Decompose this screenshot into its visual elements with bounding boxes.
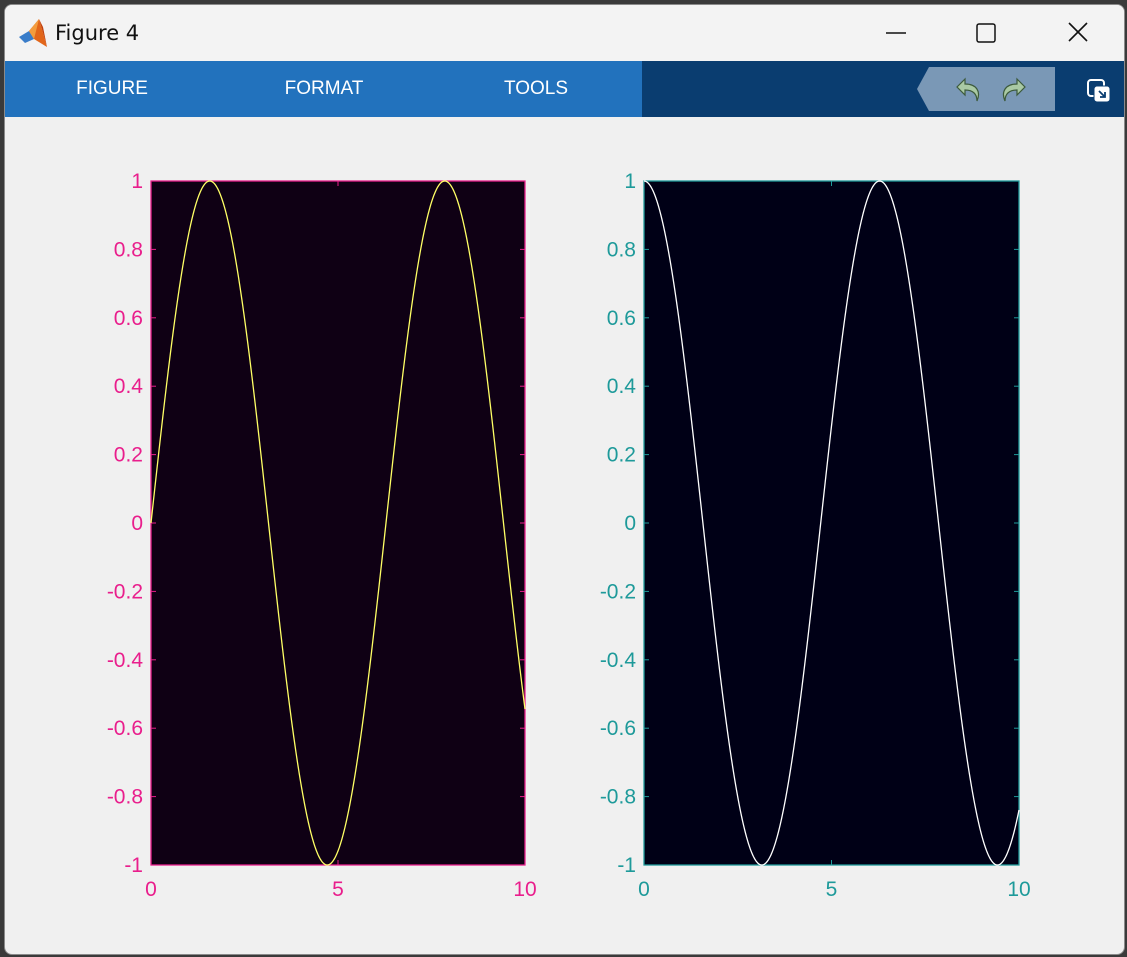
y-tick-label: -1 [124,854,143,877]
axes-left[interactable]: -1-0.8-0.6-0.4-0.200.20.40.60.810 5 10 [107,170,537,901]
tab-format[interactable]: FORMAT [284,78,364,99]
window-title: Figure 4 [55,21,140,45]
y-tick-label: -0.2 [600,580,636,603]
y-tick-label: 0 [624,512,636,535]
y-tick-label: -1 [617,854,636,877]
close-button[interactable] [1032,5,1124,61]
y-tick-label: 0 [131,512,143,535]
figure-canvas: -1-0.8-0.6-0.4-0.200.20.40.60.810 5 10-1-0… [107,170,1031,901]
y-tick-label: -0.4 [107,649,144,672]
y-tick-label: 0.8 [114,238,143,261]
undo-icon[interactable] [956,77,980,102]
figure-window: Figure 4 FIGURE FORMAT TOOLS [4,4,1125,955]
y-tick-label: -0.8 [107,786,143,809]
x-tick-label: 0 [145,878,157,901]
y-tick-label: -0.4 [600,649,637,672]
axes-background [150,180,526,866]
undo-redo-group [917,67,1055,111]
x-tick-label: 5 [332,878,344,901]
y-tick-label: 0.4 [607,375,637,398]
y-tick-label: -0.2 [107,580,143,603]
y-tick-label: 0.8 [607,238,636,261]
toolstrip: FIGURE FORMAT TOOLS [5,61,1124,117]
redo-icon[interactable] [1002,77,1026,102]
series-line-0 [150,180,526,866]
y-tick-label: -0.6 [600,717,636,740]
matlab-logo-icon [19,19,47,47]
tab-figure[interactable]: FIGURE [76,78,148,99]
y-tick-label: 0.6 [607,307,636,330]
y-tick-label: 0.2 [114,444,143,467]
minimize-button[interactable] [850,5,942,61]
tab-tools[interactable]: TOOLS [503,78,569,99]
maximize-icon [976,23,996,43]
y-tick-label: 0.6 [114,307,143,330]
x-tick-label: 0 [638,878,650,901]
axes-background [643,180,1020,866]
y-tick-label: -0.6 [107,717,143,740]
title-bar[interactable]: Figure 4 [5,5,1124,61]
maximize-button[interactable] [940,5,1032,61]
minimize-icon [886,32,906,34]
x-tick-label: 5 [826,878,838,901]
axes-right[interactable]: -1-0.8-0.6-0.4-0.200.20.40.60.810 5 10 [600,170,1031,901]
y-tick-label: 1 [624,170,636,193]
y-tick-label: 0.2 [607,444,636,467]
toolstrip-tabs: FIGURE FORMAT TOOLS [5,61,642,117]
x-tick-label: 10 [513,878,536,901]
x-tick-label: 10 [1007,878,1030,901]
y-tick-label: 1 [131,170,143,193]
undock-icon[interactable] [1085,77,1113,105]
plot-area: -1 -0.8 -0.6 -0.4 -0.2 0 0.2 0.4 0.6 0.8 1 0 5 10 -1 -0… [5,117,1124,954]
y-tick-label: -0.8 [600,786,636,809]
series-line-0 [643,180,1020,866]
y-tick-label: 0.4 [114,375,144,398]
close-icon [1068,22,1088,42]
